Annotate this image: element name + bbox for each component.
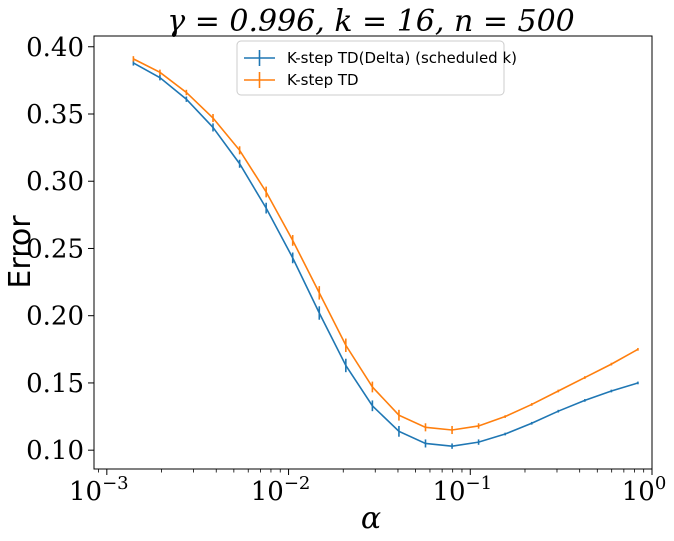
x-tick-exponent: −3 bbox=[102, 473, 129, 494]
legend-box bbox=[236, 40, 505, 96]
legend-label: K-step TD(Delta) (scheduled k) bbox=[287, 49, 517, 67]
series-line bbox=[132, 62, 639, 447]
legend-item-2: K-step TD bbox=[244, 71, 359, 89]
y-axis-label: Error bbox=[3, 215, 38, 289]
plot-area bbox=[132, 56, 639, 449]
x-tick-label: 10−1 bbox=[432, 473, 492, 507]
legend: K-step TD(Delta) (scheduled k) K-step TD bbox=[236, 40, 517, 96]
chart-title: γ = 0.996, k = 16, n = 500 bbox=[167, 4, 575, 39]
y-tick-label: 0.35 bbox=[26, 100, 84, 130]
y-tick-label: 0.25 bbox=[26, 234, 84, 264]
y-tick-label: 0.30 bbox=[26, 167, 84, 197]
x-tick-exponent: −2 bbox=[284, 473, 311, 494]
legend-label: K-step TD bbox=[287, 71, 359, 89]
x-axis: 10−3 10−2 10−1 100 bbox=[69, 469, 666, 507]
series-1 bbox=[132, 60, 639, 449]
x-tick-label: 10−3 bbox=[69, 473, 129, 507]
x-tick-label: 10−2 bbox=[251, 473, 311, 507]
y-tick-label: 0.40 bbox=[26, 33, 84, 63]
series-line bbox=[133, 58, 639, 431]
legend-item-1: K-step TD(Delta) (scheduled k) bbox=[244, 49, 517, 67]
x-tick-label: 100 bbox=[622, 473, 667, 507]
y-tick-label: 0.10 bbox=[26, 436, 84, 466]
y-axis: 0.10 0.15 0.20 0.25 0.30 0.35 0.40 bbox=[26, 33, 94, 466]
y-tick-label: 0.15 bbox=[26, 369, 84, 399]
x-tick-exponent: 0 bbox=[655, 473, 666, 494]
plot-frame bbox=[93, 35, 653, 470]
x-axis-label: α bbox=[361, 501, 381, 536]
x-tick-exponent: −1 bbox=[466, 473, 493, 494]
series-2 bbox=[132, 56, 639, 435]
y-tick-label: 0.20 bbox=[26, 302, 84, 332]
